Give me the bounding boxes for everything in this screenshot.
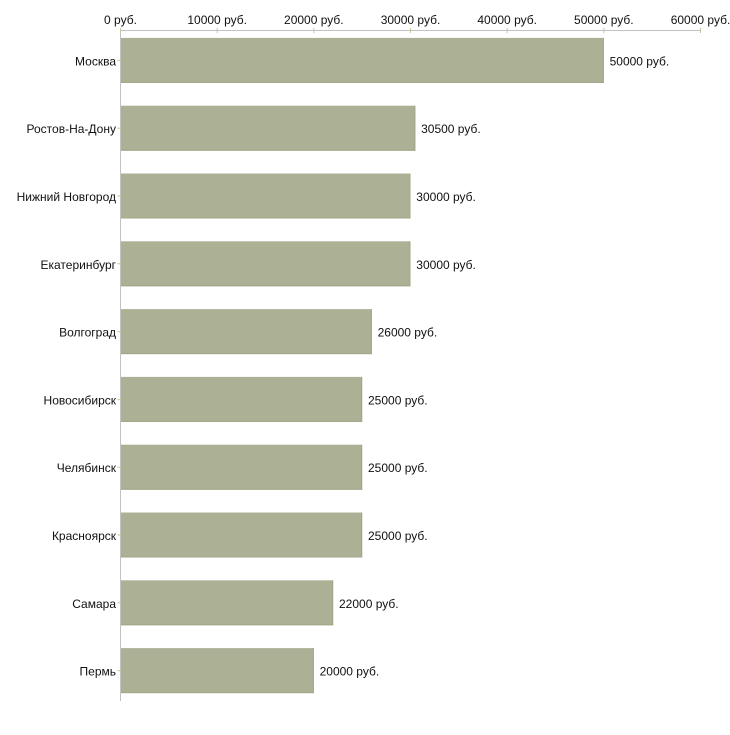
svg-text:30500 руб.: 30500 руб. [421, 122, 481, 136]
svg-text:26000 руб.: 26000 руб. [378, 326, 438, 340]
svg-text:Екатеринбург: Екатеринбург [41, 258, 117, 272]
svg-text:25000 руб.: 25000 руб. [368, 529, 428, 543]
svg-text:Челябинск: Челябинск [57, 461, 117, 475]
svg-text:Новосибирск: Новосибирск [44, 393, 117, 407]
svg-text:50000 руб.: 50000 руб. [574, 13, 634, 27]
svg-text:20000 руб.: 20000 руб. [284, 13, 344, 27]
svg-text:40000 руб.: 40000 руб. [477, 13, 537, 27]
svg-text:50000 руб.: 50000 руб. [610, 54, 670, 68]
svg-text:Нижний Новгород: Нижний Новгород [17, 190, 116, 204]
svg-text:Пермь: Пермь [80, 665, 116, 679]
svg-text:Самара: Самара [72, 597, 116, 611]
svg-text:Ростов-На-Дону: Ростов-На-Дону [27, 122, 116, 136]
svg-text:22000 руб.: 22000 руб. [339, 597, 399, 611]
svg-text:30000 руб.: 30000 руб. [416, 190, 476, 204]
svg-text:Красноярск: Красноярск [52, 529, 117, 543]
svg-text:0 руб.: 0 руб. [104, 13, 137, 27]
svg-text:Москва: Москва [75, 54, 116, 68]
svg-text:25000 руб.: 25000 руб. [368, 393, 428, 407]
svg-text:30000 руб.: 30000 руб. [416, 258, 476, 272]
svg-text:20000 руб.: 20000 руб. [320, 665, 380, 679]
svg-text:Волгоград: Волгоград [59, 326, 116, 340]
svg-text:60000 руб.: 60000 руб. [671, 13, 730, 27]
svg-text:30000 руб.: 30000 руб. [381, 13, 441, 27]
svg-text:25000 руб.: 25000 руб. [368, 461, 428, 475]
svg-text:10000 руб.: 10000 руб. [187, 13, 247, 27]
